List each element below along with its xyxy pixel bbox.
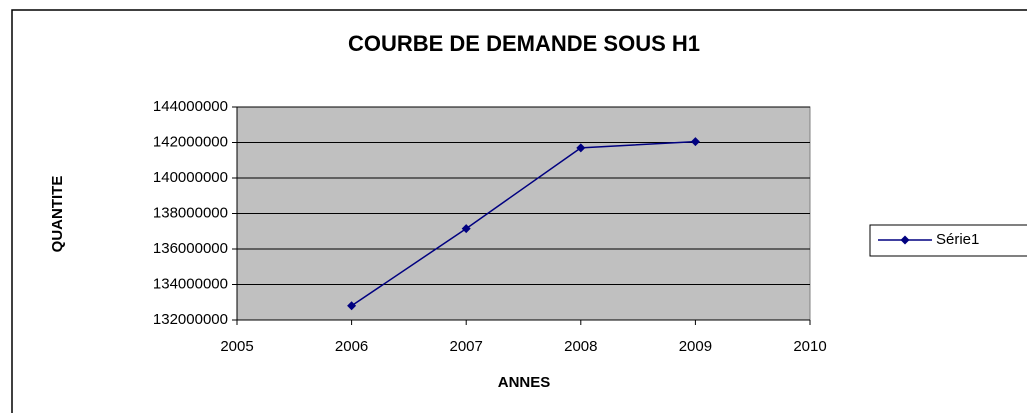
- x-tick-label: 2005: [220, 338, 253, 355]
- x-tick-label: 2006: [335, 338, 368, 355]
- x-tick-label: 2008: [564, 338, 597, 355]
- y-tick-label: 144000000: [153, 98, 228, 115]
- chart-title: COURBE DE DEMANDE SOUS H1: [348, 31, 700, 56]
- x-tick-label: 2007: [450, 338, 483, 355]
- series-line: [351, 140, 696, 307]
- y-tick-label: 140000000: [153, 169, 228, 186]
- y-tick-label: 142000000: [153, 133, 228, 150]
- y-axis-label: QUANTITE: [49, 176, 66, 253]
- legend-marker: [900, 235, 910, 245]
- data-point: [461, 224, 471, 234]
- data-point: [576, 143, 586, 153]
- y-tick-label: 136000000: [153, 240, 228, 257]
- x-tick-label: 2010: [793, 338, 826, 355]
- data-point: [690, 137, 700, 147]
- data-point: [347, 301, 357, 311]
- x-tick-label: 2009: [679, 338, 712, 355]
- y-tick-label: 138000000: [153, 204, 228, 221]
- y-tick-label: 132000000: [153, 311, 228, 328]
- y-tick-label: 134000000: [153, 275, 228, 292]
- legend-label: Série1: [936, 231, 979, 248]
- x-axis-label: ANNES: [498, 374, 551, 391]
